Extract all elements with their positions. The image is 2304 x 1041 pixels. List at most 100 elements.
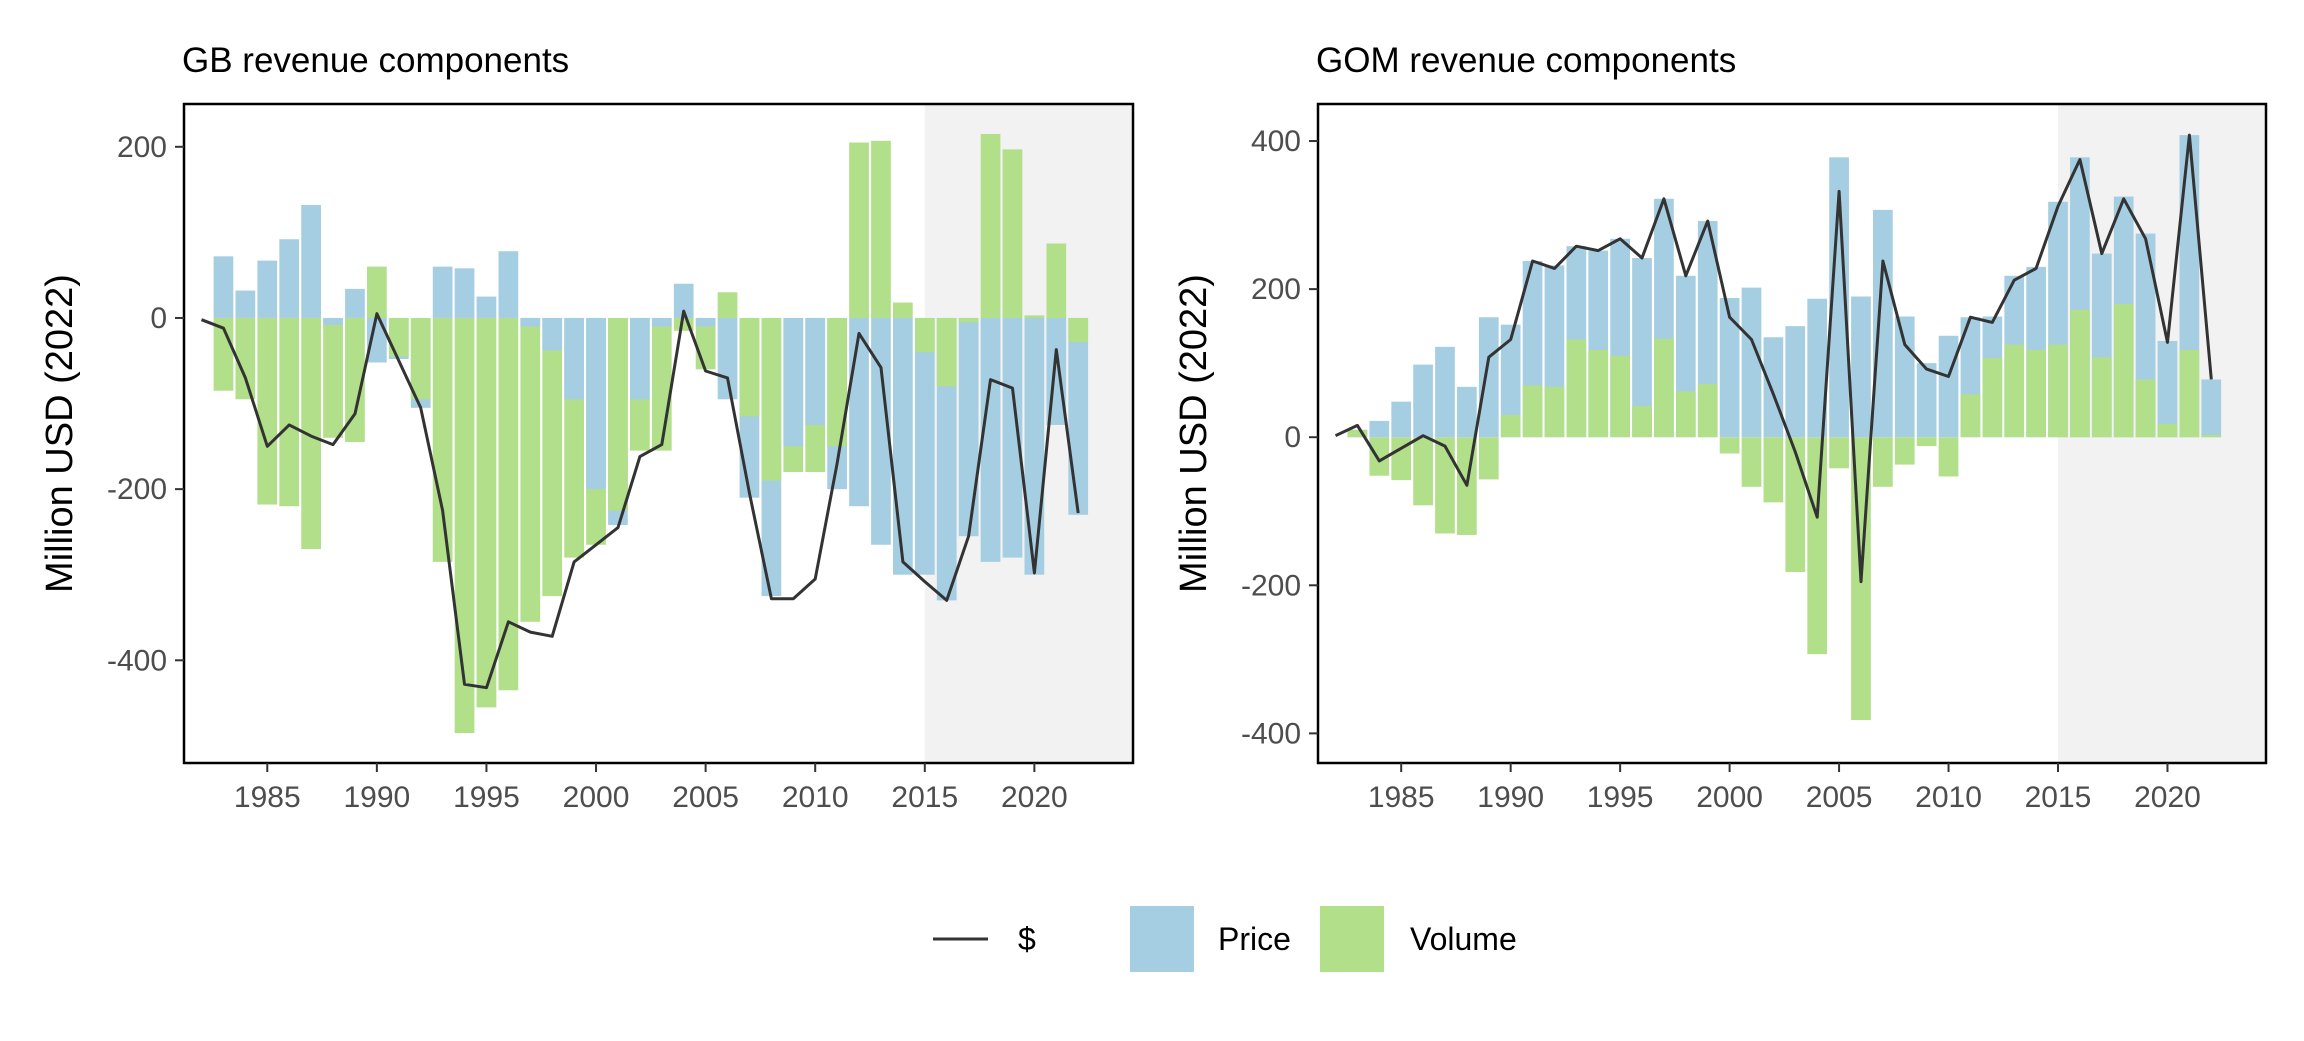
gb-price-bar-2002 [630,317,650,400]
gom-y-tick-label: -200 [1241,569,1301,602]
gom-price-bar-2009 [1916,363,1937,438]
gb-price-bar-1983 [213,256,234,318]
legend: $ Price Volume [933,906,1517,972]
gb-price-bar-2019 [1002,317,1023,558]
gom-price-bar-1996 [1632,258,1652,438]
gom-y-tick-label: 0 [1284,421,1301,454]
gb-price-bar-2014 [893,317,913,575]
gb-price-bar-1997 [520,317,541,327]
gom-volume-bar-2005 [1829,437,1849,469]
legend-volume-label: Volume [1410,921,1517,957]
gom-volume-bar-1992 [1544,386,1565,438]
legend-price-label: Price [1218,921,1291,957]
gom-price-bar-2007 [1873,209,1893,438]
gb-y-tick-label: -400 [107,644,167,677]
gom-y-tick-label: 400 [1251,125,1301,158]
gom-price-bar-1999 [1697,220,1718,438]
gb-x-tick-label: 2010 [782,781,849,814]
gb-volume-bar-2012 [849,142,869,318]
gom-volume-bar-1994 [1588,349,1609,438]
gb-price-bar-2003 [651,317,672,327]
gb-price-bar-2015 [914,317,935,575]
gom-price-bar-2003 [1785,326,1806,438]
gb-volume-bar-2016 [936,317,957,387]
gb-price-bar-1988 [323,317,343,325]
gb-volume-bar-1996 [498,317,519,691]
gb-price-bar-2016 [936,317,957,601]
gom-volume-bar-1986 [1413,437,1433,506]
gom-price-bar-2004 [1807,298,1828,438]
gom-price-bar-1987 [1435,346,1455,438]
gom-volume-bar-2021 [2179,349,2200,438]
gom-volume-bar-2022 [2201,434,2222,438]
gom-volume-bar-1998 [1675,391,1696,438]
gb-chart-title: GB revenue components [182,41,569,80]
gb-volume-bar-1995 [476,317,497,708]
gom-price-bar-2020 [2157,340,2178,438]
gom-volume-bar-2014 [2026,349,2046,438]
gb-volume-bar-2001 [608,317,628,511]
gom-volume-bar-2015 [2048,344,2068,438]
gom-price-bar-2000 [1719,297,1740,438]
gb-x-tick-label: 2005 [672,781,739,814]
gom-volume-bar-2003 [1785,437,1806,572]
gom-volume-bar-1999 [1697,383,1718,438]
gb-volume-bar-1984 [235,317,256,400]
gb-price-bar-2017 [958,317,979,537]
gom-price-bar-2006 [1851,296,1871,438]
gb-volume-bar-1986 [279,317,300,507]
gom-volume-bar-2011 [1960,394,1981,438]
gom-volume-bar-2017 [2091,357,2112,438]
gom-volume-bar-2009 [1916,437,1937,447]
gom-volume-bar-2019 [2135,379,2156,438]
gom-price-bar-2022 [2201,379,2222,438]
gom-volume-bar-1995 [1610,355,1630,438]
gom-volume-bar-2010 [1938,437,1959,477]
gb-volume-bar-2007 [739,317,760,417]
gb-price-bar-1986 [279,239,300,318]
gb-volume-bar-2003 [651,317,672,451]
gb-volume-bar-2011 [827,317,847,447]
gom-volume-bar-2016 [2070,309,2090,438]
gom-price-bar-1988 [1457,386,1477,438]
gom-volume-bar-2008 [1894,437,1915,465]
gom-volume-bar-1987 [1435,437,1455,534]
gom-price-bar-2008 [1894,316,1915,438]
gom-volume-bar-1984 [1369,437,1390,476]
gom-x-tick-label: 1985 [1368,781,1435,814]
gom-volume-bar-2018 [2113,303,2134,438]
gb-price-bar-1984 [235,290,256,318]
gb-volume-bar-1985 [257,317,278,505]
gb-volume-bar-2021 [1046,243,1067,318]
gb-price-bar-1990 [367,317,387,363]
gom-volume-bar-2004 [1807,437,1828,655]
gom-price-bar-1985 [1391,401,1412,438]
gb-volume-bar-1991 [388,317,409,357]
gb-volume-bar-2020 [1024,315,1045,318]
gom-volume-bar-1983 [1347,429,1368,438]
gb-volume-bar-2018 [980,133,1001,318]
gb-volume-bar-2006 [717,292,738,318]
gb-volume-bar-1987 [301,317,321,550]
gb-volume-bar-1998 [542,317,563,597]
gb-y-tick-label: 0 [150,302,167,335]
gb-x-tick-label: 2000 [563,781,630,814]
gb-volume-bar-1992 [410,317,431,400]
gom-y-axis-title: Million USD (2022) [1173,274,1215,593]
gb-x-tick-label: 1985 [234,781,301,814]
gom-x-tick-label: 2005 [1806,781,1873,814]
legend-volume-key [1320,906,1384,972]
gom-volume-bar-1996 [1632,406,1652,438]
gom-price-bar-2010 [1938,335,1959,438]
gom-price-bar-2001 [1741,287,1762,438]
gom-price-bar-1984 [1369,420,1390,438]
gom-revenue-line [1334,133,2213,584]
gb-volume-bar-1993 [432,317,453,562]
gom-x-tick-label: 2015 [2025,781,2092,814]
gb-y-axis-title: Million USD (2022) [39,274,81,593]
gb-price-bar-2005 [695,317,716,327]
